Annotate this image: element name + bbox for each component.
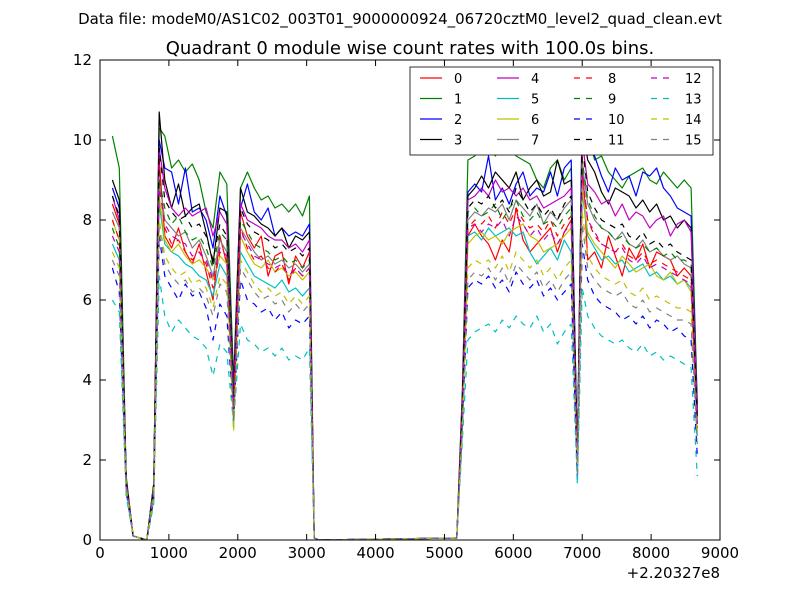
legend-label-14: 14 — [685, 113, 702, 128]
series-line-12 — [111, 175, 698, 540]
series-line-3 — [111, 111, 698, 540]
x-offset-label: +2.20327e8 — [627, 564, 720, 582]
series-line-9 — [111, 159, 698, 540]
legend-label-10: 10 — [608, 113, 625, 128]
x-tick-label: 2000 — [219, 544, 257, 562]
x-tick-label: 4000 — [356, 544, 394, 562]
series-line-2 — [111, 115, 698, 540]
y-tick-label: 10 — [73, 131, 92, 149]
legend-box — [409, 66, 714, 156]
x-tick-label: 7000 — [563, 544, 601, 562]
series-line-1 — [111, 107, 698, 540]
series-line-13 — [111, 275, 698, 540]
series-line-10 — [111, 235, 698, 540]
y-tick-label: 0 — [82, 531, 92, 549]
y-tick-label: 6 — [82, 291, 92, 309]
x-tick-label: 9000 — [701, 544, 739, 562]
series-line-7 — [111, 163, 698, 540]
x-tick-label: 0 — [95, 544, 105, 562]
y-tick-label: 2 — [82, 451, 92, 469]
legend-label-15: 15 — [685, 134, 702, 149]
series-layer — [111, 107, 698, 540]
x-axis: 0 1000 2000 3000 4000 5000 6000 7000 8000 9000 — [95, 60, 739, 562]
series-line-4 — [111, 139, 698, 540]
y-tick-label: 4 — [82, 371, 92, 389]
series-line-14 — [111, 211, 698, 540]
series-line-0 — [111, 155, 698, 540]
x-tick-label: 5000 — [425, 544, 463, 562]
legend-label-3: 3 — [454, 134, 462, 149]
x-tick-label: 8000 — [632, 544, 670, 562]
legend-label-1: 1 — [454, 93, 462, 108]
legend-label-7: 7 — [531, 134, 539, 149]
legend-label-12: 12 — [685, 72, 702, 87]
legend-label-11: 11 — [608, 134, 625, 149]
x-tick-label: 3000 — [288, 544, 326, 562]
series-line-8 — [111, 171, 698, 540]
x-tick-label: 6000 — [494, 544, 532, 562]
legend-label-6: 6 — [531, 113, 539, 128]
series-line-15 — [111, 223, 698, 540]
chart-title: Quadrant 0 module wise count rates with … — [166, 38, 655, 59]
y-tick-label: 12 — [73, 51, 92, 69]
legend-label-5: 5 — [531, 93, 539, 108]
legend-label-13: 13 — [685, 93, 702, 108]
x-tick-label: 1000 — [150, 544, 188, 562]
suptitle: Data file: modeM0/AS1C02_003T01_90000009… — [78, 10, 722, 29]
legend-label-4: 4 — [531, 72, 539, 87]
legend-label-9: 9 — [608, 93, 616, 108]
legend-label-2: 2 — [454, 113, 462, 128]
series-line-5 — [111, 191, 698, 540]
legend-label-8: 8 — [608, 72, 616, 87]
legend-label-0: 0 — [454, 72, 462, 87]
y-tick-label: 8 — [82, 211, 92, 229]
